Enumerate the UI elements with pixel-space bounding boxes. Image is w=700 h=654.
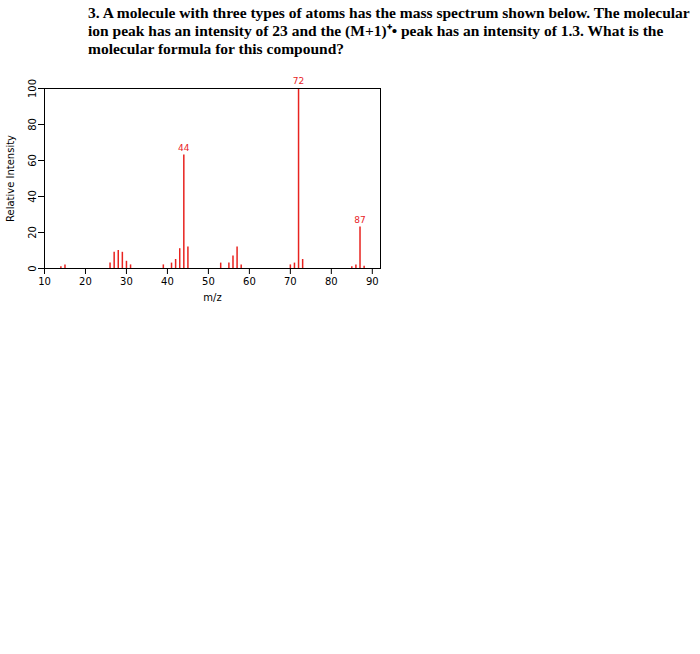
svg-text:90: 90 (366, 276, 379, 287)
svg-text:0: 0 (27, 265, 38, 271)
svg-text:40: 40 (161, 276, 174, 287)
svg-text:m/z: m/z (203, 292, 221, 303)
html-text:3. A molecule with three types: 3. A molecule with three types of atoms … (88, 4, 690, 57)
svg-text:20: 20 (79, 276, 92, 287)
svg-text:10: 10 (38, 276, 51, 287)
svg-text:30: 30 (120, 276, 133, 287)
svg-text:44: 44 (178, 143, 190, 153)
svg-text:72: 72 (293, 76, 304, 86)
svg-text:60: 60 (27, 154, 38, 167)
svg-text:70: 70 (284, 276, 297, 287)
svg-text:80: 80 (27, 118, 38, 131)
svg-text:20: 20 (27, 226, 38, 239)
svg-text:100: 100 (27, 79, 38, 98)
svg-text:87: 87 (354, 215, 365, 225)
svg-text:50: 50 (202, 276, 215, 287)
svg-text:60: 60 (243, 276, 256, 287)
svg-text:80: 80 (325, 276, 338, 287)
svg-text:Relative Intensity: Relative Intensity (5, 135, 16, 222)
svg-text:40: 40 (27, 190, 38, 203)
